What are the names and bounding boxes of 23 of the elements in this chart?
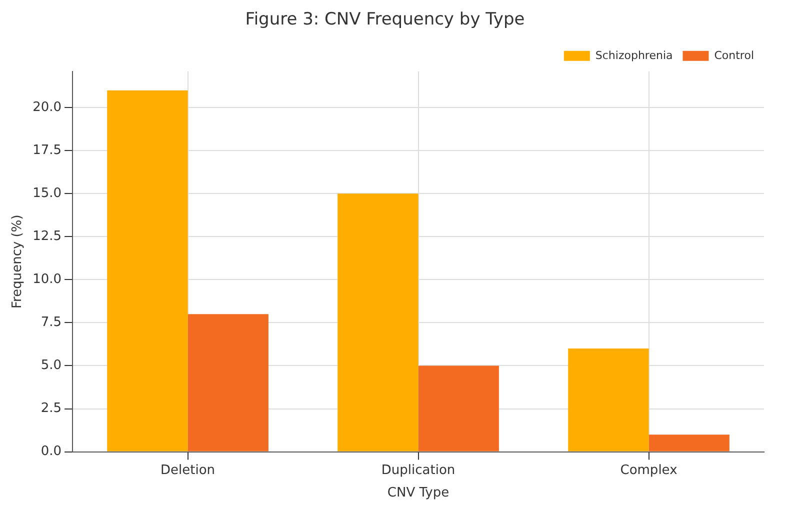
legend-label: Control	[714, 48, 754, 62]
bar	[107, 90, 188, 452]
y-axis-title: Frequency (%)	[10, 214, 26, 308]
y-tick-label: 12.5	[32, 229, 62, 244]
y-tick-label: 7.5	[40, 315, 62, 330]
bar	[338, 194, 418, 452]
legend-label: Schizophrenia	[595, 48, 673, 62]
x-tick-label: Deletion	[160, 462, 216, 478]
y-tick-label: 15.0	[32, 186, 62, 201]
chart-title: Figure 3: CNV Frequency by Type	[245, 10, 525, 30]
bar	[188, 314, 268, 452]
bar	[568, 348, 649, 452]
y-tick-label: 5.0	[40, 358, 62, 374]
x-axis-title: CNV Type	[387, 486, 450, 501]
y-tick-label: 20.0	[32, 100, 62, 115]
bar	[648, 434, 730, 452]
y-tick-label: 0.0	[40, 444, 62, 460]
y-tick-label: 17.5	[32, 142, 62, 158]
bar	[418, 366, 499, 452]
x-tick-label: Complex	[620, 462, 678, 478]
y-tick-label: 10.0	[32, 272, 62, 288]
y-tick-label: 2.5	[40, 401, 62, 416]
x-tick-label: Duplication	[381, 462, 456, 478]
